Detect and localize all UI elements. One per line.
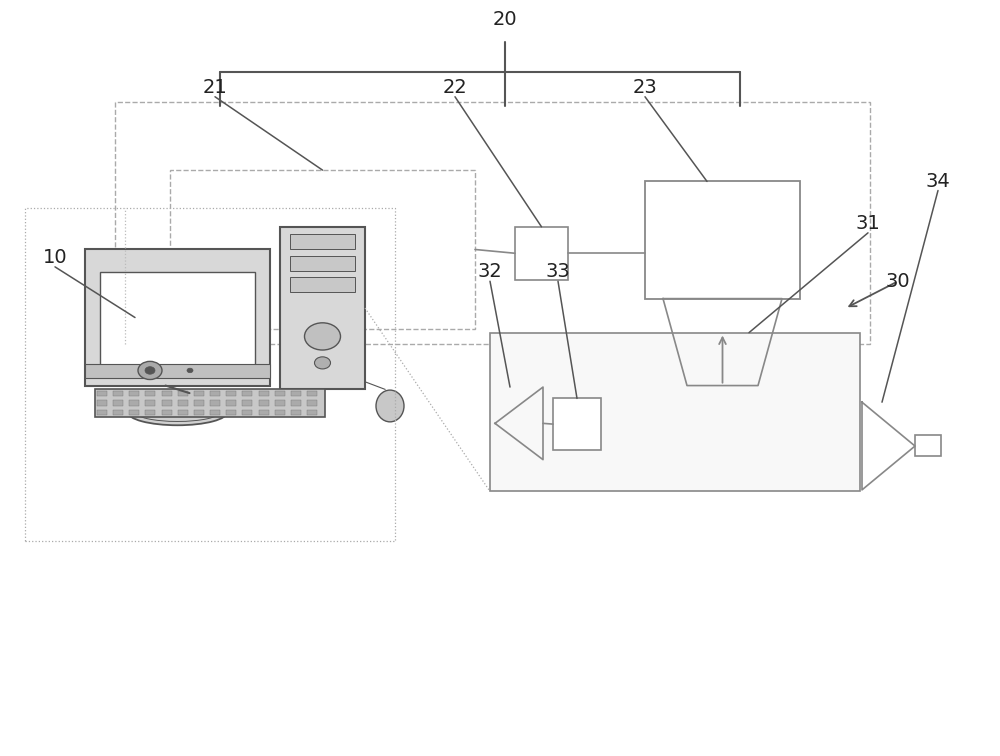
- Circle shape: [145, 367, 155, 374]
- Bar: [100, 272, 255, 370]
- Text: 33: 33: [546, 262, 570, 281]
- Text: 30: 30: [886, 272, 910, 291]
- Bar: [242, 410, 252, 415]
- Bar: [178, 391, 188, 396]
- Bar: [553, 398, 601, 450]
- Bar: [97, 391, 107, 396]
- Bar: [290, 256, 355, 271]
- Bar: [170, 170, 475, 329]
- Bar: [226, 391, 236, 396]
- Bar: [178, 401, 188, 405]
- Bar: [242, 401, 252, 405]
- Bar: [95, 389, 325, 417]
- Bar: [307, 391, 317, 396]
- Bar: [129, 410, 139, 415]
- Circle shape: [187, 368, 193, 373]
- Bar: [226, 401, 236, 405]
- Bar: [162, 410, 172, 415]
- Bar: [291, 391, 301, 396]
- Bar: [25, 208, 395, 541]
- Bar: [113, 401, 123, 405]
- Circle shape: [314, 357, 330, 369]
- Bar: [97, 410, 107, 415]
- Bar: [226, 410, 236, 415]
- Bar: [85, 249, 270, 386]
- Bar: [307, 401, 317, 405]
- Ellipse shape: [376, 390, 404, 422]
- Bar: [490, 333, 860, 491]
- Bar: [242, 391, 252, 396]
- Ellipse shape: [128, 399, 228, 426]
- Bar: [307, 410, 317, 415]
- Bar: [145, 410, 155, 415]
- Circle shape: [138, 361, 162, 380]
- Bar: [259, 401, 269, 405]
- Bar: [275, 391, 285, 396]
- Bar: [113, 410, 123, 415]
- Bar: [115, 102, 870, 344]
- Text: 34: 34: [926, 172, 950, 191]
- Bar: [145, 401, 155, 405]
- Bar: [210, 410, 220, 415]
- Bar: [210, 391, 220, 396]
- Bar: [194, 401, 204, 405]
- Bar: [113, 391, 123, 396]
- Bar: [275, 401, 285, 405]
- Bar: [194, 391, 204, 396]
- Bar: [259, 391, 269, 396]
- Bar: [178, 410, 188, 415]
- Circle shape: [304, 323, 340, 350]
- Text: 21: 21: [203, 78, 227, 97]
- Text: 10: 10: [43, 248, 67, 267]
- Bar: [515, 227, 568, 280]
- Bar: [85, 364, 270, 378]
- Bar: [97, 401, 107, 405]
- Bar: [280, 227, 365, 389]
- Bar: [915, 435, 941, 456]
- Bar: [259, 410, 269, 415]
- Bar: [290, 277, 355, 292]
- Bar: [645, 181, 800, 299]
- Text: 20: 20: [493, 10, 517, 29]
- Text: 32: 32: [478, 262, 502, 281]
- Text: 31: 31: [856, 214, 880, 233]
- Bar: [291, 410, 301, 415]
- Bar: [162, 391, 172, 396]
- Text: 23: 23: [633, 78, 657, 97]
- Bar: [145, 391, 155, 396]
- Bar: [291, 401, 301, 405]
- Bar: [129, 391, 139, 396]
- Bar: [162, 401, 172, 405]
- Bar: [290, 234, 355, 249]
- Bar: [210, 401, 220, 405]
- Bar: [194, 410, 204, 415]
- Text: 22: 22: [443, 78, 467, 97]
- Bar: [275, 410, 285, 415]
- Bar: [129, 401, 139, 405]
